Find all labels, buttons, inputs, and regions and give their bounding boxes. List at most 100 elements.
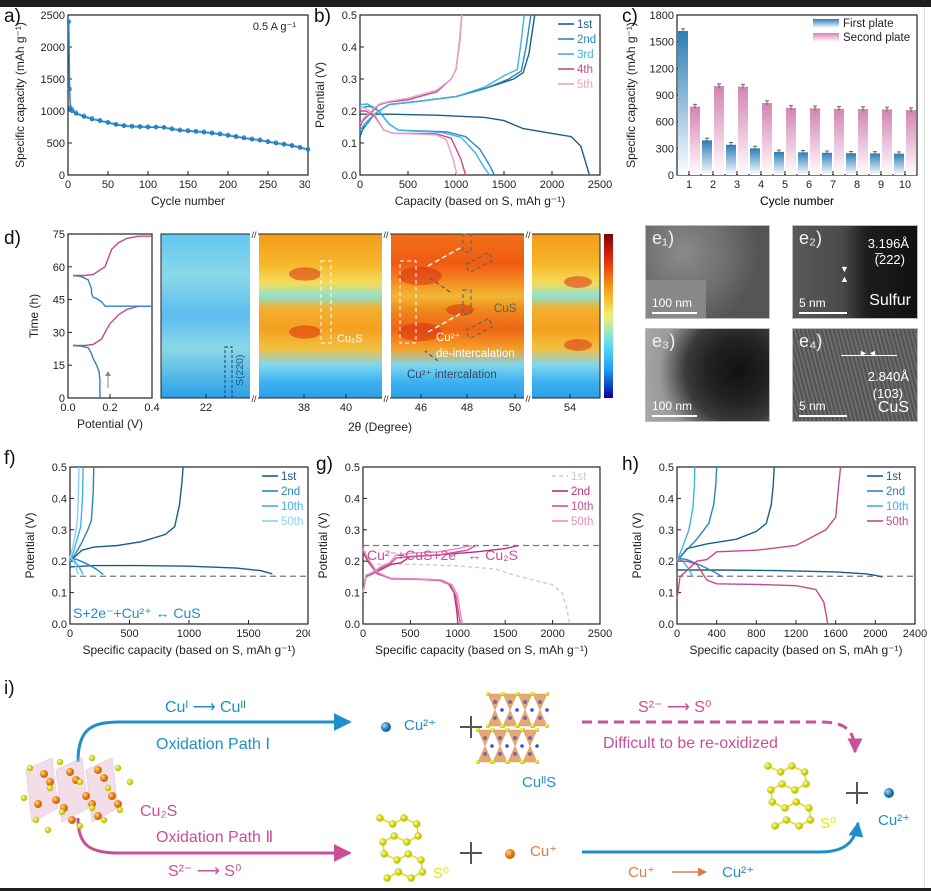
heatmap-hotspot xyxy=(289,325,321,339)
lattice-arrow-icon: ►◄ xyxy=(859,348,877,358)
s-atom xyxy=(791,786,799,794)
discharge-curve-2nd xyxy=(676,557,723,578)
s-atom xyxy=(126,778,134,786)
scale-bar xyxy=(799,415,847,417)
y-tick-label: 1500 xyxy=(41,74,65,86)
x-tick-label: 250 xyxy=(259,179,277,191)
tem-image-e2: e₂) 3.196Å (̅222) Sulfur 5 nm ▼ ▲ xyxy=(792,225,918,319)
bar-second-plate xyxy=(786,107,796,175)
axis-break xyxy=(382,232,390,400)
s-atom xyxy=(114,764,122,772)
bar-second-plate xyxy=(810,108,820,175)
data-point xyxy=(73,111,79,116)
curve-charge-1 xyxy=(73,305,152,347)
y-tick-label: 2000 xyxy=(41,42,65,54)
scale-bar-label: 100 nm xyxy=(652,399,693,413)
path-1-label: Oxidation Path Ⅰ xyxy=(156,736,270,753)
s-atom xyxy=(501,692,505,696)
s-atom xyxy=(771,822,779,830)
discharge-curve-10th xyxy=(676,557,694,578)
cus-box xyxy=(462,289,472,315)
heatmap-hotspot xyxy=(564,276,592,288)
s-atom xyxy=(88,754,96,762)
s-atom xyxy=(778,780,786,788)
scale-bar-label: 5 nm xyxy=(799,399,826,413)
discharge-curve-3rd xyxy=(359,103,491,176)
y-axis-label: Potential (V) xyxy=(313,62,327,128)
data-point xyxy=(137,124,143,130)
x-tick-label: 2500 xyxy=(588,628,612,640)
phase-label: Sulfur xyxy=(869,292,911,309)
data-point xyxy=(297,145,303,150)
x-tick-label: 1600 xyxy=(823,628,847,640)
x-tick-label: 54 xyxy=(564,402,576,414)
s0-bottom-label: S⁰ xyxy=(433,865,449,882)
bar-first-plate xyxy=(822,152,832,175)
s-atom xyxy=(76,778,84,786)
legend-entry: 2nd xyxy=(886,486,905,498)
top-border xyxy=(0,0,931,7)
chart-c-plate-capacity: 0 300 600 900 1200 1500 1800 Cycle number Specif… xyxy=(624,10,918,208)
legend-entry: First plate xyxy=(843,18,894,30)
cu-atom xyxy=(34,800,42,808)
s-atom xyxy=(491,760,495,764)
series-line-discharge xyxy=(68,21,309,151)
legend-swatch xyxy=(813,19,839,28)
data-point xyxy=(305,147,310,152)
cu2-ion-icon xyxy=(381,722,391,732)
s-atom xyxy=(767,786,775,794)
y-tick-label: 0.5 xyxy=(342,10,357,22)
plot-frame xyxy=(67,233,153,399)
s-atom xyxy=(506,760,510,764)
cu2-plus-label-1: Cu²⁺ xyxy=(404,717,436,734)
polyhedron xyxy=(85,757,119,823)
cu-deintercalation-label: Cu²⁺ xyxy=(436,332,461,344)
cus-label: CuS xyxy=(494,303,517,315)
legend-entry: 10th xyxy=(281,501,303,513)
s-atom xyxy=(376,814,384,822)
s2-s0-top-text: S²⁻ ⟶ S⁰ xyxy=(638,699,711,716)
legend-entry: 50th xyxy=(571,516,593,528)
y-tick-label: 0.2 xyxy=(659,556,674,568)
lattice-measure-line xyxy=(841,355,897,356)
colorbar xyxy=(604,234,613,398)
s-atom xyxy=(781,804,789,812)
y-axis-label: Time (h) xyxy=(27,294,41,338)
s-atom xyxy=(32,816,40,824)
bar-second-plate xyxy=(858,109,868,175)
s-atom xyxy=(418,868,427,876)
x-tick-label: 1000 xyxy=(444,179,468,191)
s-atom xyxy=(788,762,796,770)
y-tick-label: 0 xyxy=(59,170,65,182)
y-tick-label: 0.5 xyxy=(52,462,67,474)
data-point xyxy=(153,125,159,130)
data-point xyxy=(185,129,191,134)
cu2-plus-to-label: Cu²⁺ xyxy=(722,864,754,881)
s-atom xyxy=(414,832,422,840)
charge-curve-10th xyxy=(676,466,696,562)
cu-atom xyxy=(505,744,509,748)
x-tick-label: 0 xyxy=(674,628,680,640)
cu-atom xyxy=(493,716,497,720)
cu-atom xyxy=(535,744,539,748)
data-point xyxy=(81,114,87,119)
discharge-curve-1st xyxy=(69,564,273,575)
cus-box-tilted xyxy=(464,317,494,340)
x-tick-label: 2000 xyxy=(540,179,564,191)
cu2-ion-icon xyxy=(884,788,894,798)
deintercalation-arrow xyxy=(427,247,461,267)
tem-label: e₁) xyxy=(652,228,675,248)
axis-break xyxy=(250,232,258,400)
plot-frame xyxy=(359,14,601,176)
s-atom xyxy=(486,724,490,728)
cu-atom xyxy=(490,744,494,748)
s220-box xyxy=(224,346,233,399)
x-tick-label: 1500 xyxy=(236,628,260,640)
s-atom xyxy=(390,832,398,840)
y-tick-label: 0 xyxy=(59,393,65,405)
x-tick-label: 9 xyxy=(878,179,884,191)
charge-curve-50th xyxy=(676,466,842,599)
chart-a-cycling: 0 500 1000 1500 2000 2500 0 50 100 150 200 250 300 Cy… xyxy=(13,10,310,208)
s8-ring-bottom xyxy=(376,814,427,882)
y-tick-label: 0.3 xyxy=(52,525,67,537)
